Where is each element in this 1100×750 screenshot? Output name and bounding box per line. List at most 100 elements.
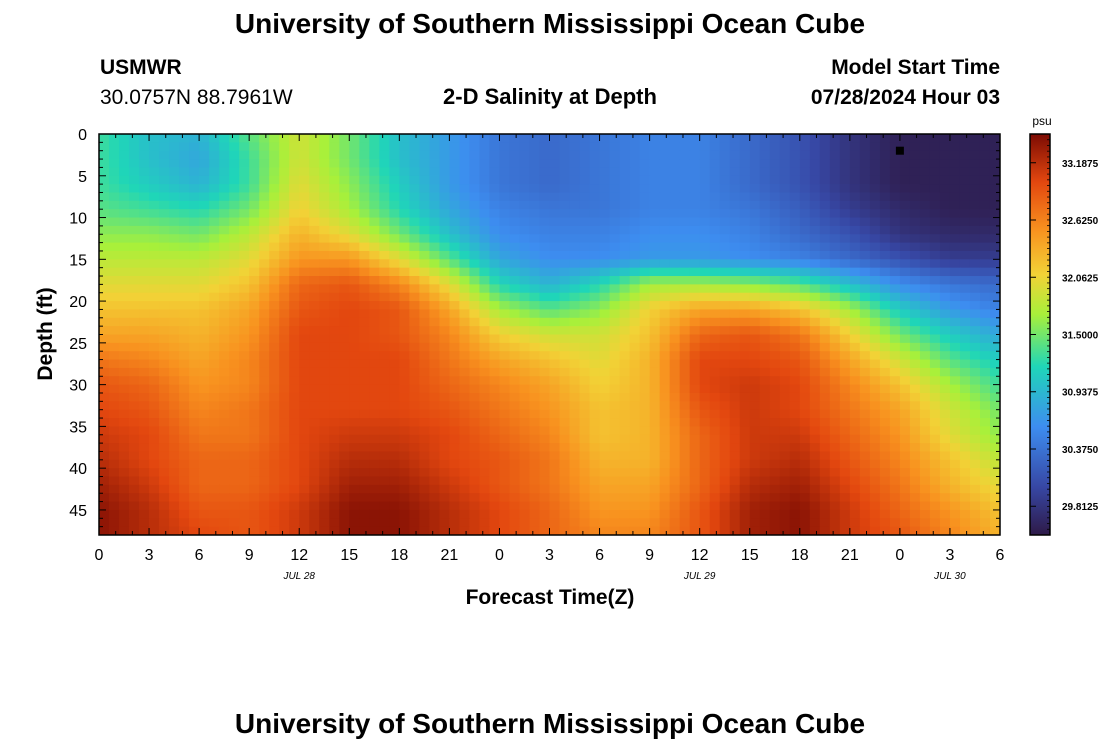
heatmap-cell — [379, 134, 390, 143]
heatmap-cell — [919, 426, 931, 436]
heatmap-cell — [179, 451, 190, 461]
heatmap-cell — [529, 142, 541, 152]
heatmap-cell — [529, 509, 541, 519]
heatmap-cell — [599, 426, 611, 436]
heatmap-cell — [379, 167, 390, 177]
station-marker — [895, 146, 904, 155]
heatmap-cell — [359, 184, 370, 194]
colorbar-tick-label: 30.9375 — [1062, 388, 1099, 399]
heatmap-cell — [459, 418, 471, 427]
heatmap-cell — [689, 384, 701, 394]
heatmap-cell — [229, 401, 240, 411]
heatmap-cell — [569, 184, 581, 194]
heatmap-cell — [879, 459, 891, 469]
heatmap-cell — [329, 192, 340, 202]
heatmap-cell — [809, 418, 821, 427]
heatmap-cell — [419, 459, 430, 469]
heatmap-cell — [519, 526, 531, 535]
heatmap-cell — [559, 200, 571, 210]
heatmap-cell — [229, 484, 240, 494]
heatmap-cell — [849, 342, 861, 352]
heatmap-cell — [539, 150, 551, 160]
heatmap-cell — [259, 392, 270, 402]
heatmap-cell — [479, 284, 491, 294]
heatmap-cell — [519, 342, 531, 352]
heatmap-cell — [839, 351, 851, 361]
heatmap-cell — [859, 134, 871, 143]
heatmap-cell — [689, 134, 701, 143]
heatmap-cell — [799, 175, 811, 185]
heatmap-cell — [669, 384, 681, 394]
heatmap-cell — [979, 159, 991, 169]
heatmap-cell — [549, 501, 561, 511]
heatmap-cell — [219, 209, 230, 219]
heatmap-cell — [699, 159, 711, 169]
heatmap-cell — [729, 292, 741, 302]
heatmap-cell — [529, 342, 541, 352]
heatmap-cell — [919, 326, 931, 336]
heatmap-cell — [799, 317, 811, 327]
heatmap-cell — [619, 250, 631, 260]
heatmap-cell — [969, 501, 981, 511]
heatmap-cell — [149, 518, 160, 528]
heatmap-cell — [919, 359, 931, 369]
heatmap-cell — [549, 225, 561, 235]
heatmap-cell — [939, 284, 951, 294]
heatmap-cell — [509, 317, 521, 327]
heatmap-cell — [769, 309, 781, 319]
heatmap-cell — [379, 451, 390, 461]
heatmap-cell — [879, 217, 891, 227]
heatmap-cell — [959, 367, 971, 377]
heatmap-cell — [759, 192, 771, 202]
heatmap-cell — [699, 184, 711, 194]
heatmap-cell — [729, 317, 741, 327]
heatmap-cell — [389, 234, 400, 244]
heatmap-cell — [859, 159, 871, 169]
heatmap-cell — [669, 250, 681, 260]
heatmap-cell — [819, 443, 831, 453]
heatmap-cell — [929, 225, 941, 235]
heatmap-cell — [449, 409, 460, 419]
heatmap-cell — [919, 384, 931, 394]
heatmap-cell — [279, 301, 290, 311]
heatmap-cell — [509, 209, 521, 219]
heatmap-cell — [169, 342, 180, 352]
heatmap-cell — [809, 200, 821, 210]
heatmap-cell — [649, 359, 661, 369]
heatmap-cell — [209, 209, 220, 219]
heatmap-cell — [689, 292, 701, 302]
heatmap-cell — [929, 159, 941, 169]
heatmap-cell — [979, 301, 991, 311]
heatmap-cell — [689, 184, 701, 194]
heatmap-cell — [809, 409, 821, 419]
heatmap-cell — [499, 342, 511, 352]
heatmap-cell — [629, 509, 641, 519]
heatmap-cell — [979, 217, 991, 227]
heatmap-cell — [239, 409, 250, 419]
heatmap-cell — [819, 384, 831, 394]
heatmap-cell — [659, 317, 671, 327]
heatmap-cell — [949, 242, 961, 252]
heatmap-cell — [249, 250, 260, 260]
heatmap-cell — [489, 192, 501, 202]
heatmap-cell — [809, 259, 821, 269]
heatmap-cell — [799, 142, 811, 152]
heatmap-cell — [689, 484, 701, 494]
heatmap-cell — [429, 317, 440, 327]
heatmap-cell — [969, 418, 981, 427]
heatmap-cell — [839, 234, 851, 244]
heatmap-cell — [179, 326, 190, 336]
heatmap-cell — [759, 134, 771, 143]
heatmap-cell — [619, 334, 631, 344]
heatmap-cell — [719, 159, 731, 169]
heatmap-cell — [949, 418, 961, 427]
heatmap-cell — [169, 401, 180, 411]
heatmap-cell — [589, 292, 601, 302]
heatmap-cell — [429, 493, 440, 503]
heatmap-cell — [339, 175, 350, 185]
heatmap-cell — [729, 434, 741, 444]
heatmap-cell — [419, 192, 430, 202]
heatmap-cell — [339, 134, 350, 143]
heatmap-cell — [549, 367, 561, 377]
heatmap-cell — [789, 217, 801, 227]
